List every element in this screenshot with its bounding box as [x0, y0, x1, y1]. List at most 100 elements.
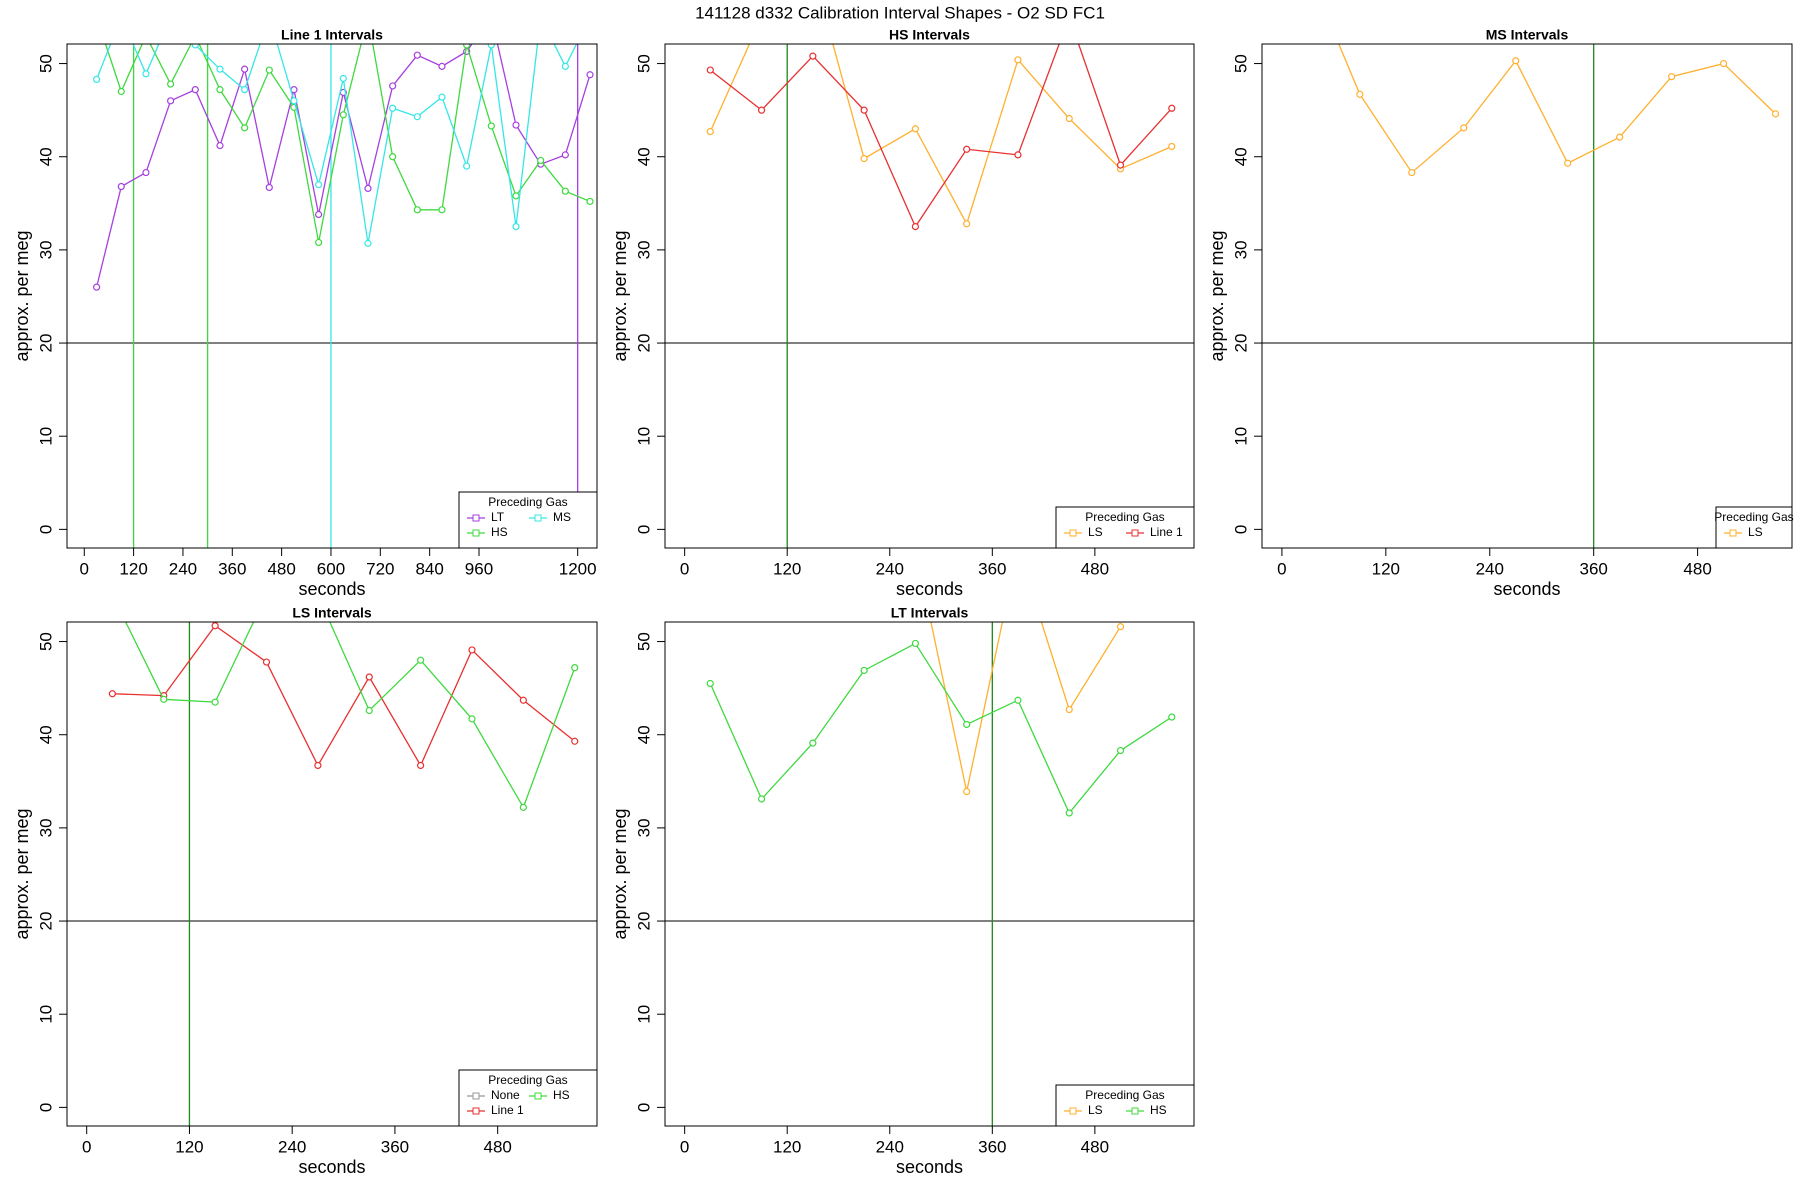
- x-axis-label: seconds: [1493, 579, 1560, 599]
- x-axis-label: seconds: [896, 1157, 963, 1177]
- x-tick-label: 1200: [559, 559, 597, 578]
- point: [262, 658, 271, 666]
- x-tick-label: 120: [773, 1137, 801, 1156]
- point: [142, 168, 150, 177]
- series-line: [930, 622, 1122, 792]
- point: [160, 695, 168, 703]
- plot-box: [66, 43, 598, 549]
- point: [290, 97, 298, 105]
- point: [413, 113, 421, 121]
- legend-label: HS: [1150, 1103, 1167, 1117]
- point: [1512, 57, 1520, 65]
- y-tick-label: 10: [1231, 427, 1250, 446]
- point: [93, 283, 101, 291]
- legend-box: [458, 491, 598, 549]
- point: [438, 62, 446, 70]
- point: [389, 82, 397, 90]
- x-tick-label: 240: [876, 1137, 904, 1156]
- series-line: [709, 44, 1173, 228]
- plot-area: [67, 622, 597, 1126]
- point: [571, 737, 579, 745]
- point: [860, 666, 868, 675]
- point: [365, 673, 373, 681]
- x-axis-label: seconds: [298, 1157, 365, 1177]
- point: [117, 87, 125, 96]
- series-line: [709, 642, 1173, 815]
- point: [963, 720, 971, 729]
- x-tick-label: 480: [483, 1137, 511, 1156]
- legend-marker: [472, 1092, 480, 1100]
- legend-label: LS: [1748, 525, 1763, 539]
- point: [706, 66, 714, 74]
- y-tick-label: 20: [634, 334, 653, 353]
- point: [364, 184, 372, 192]
- point: [487, 122, 495, 130]
- y-tick-label: 0: [634, 525, 653, 534]
- legend-title: Preceding Gas: [1085, 1088, 1164, 1102]
- x-tick-label: 360: [381, 1137, 409, 1156]
- y-tick-label: 10: [36, 1005, 55, 1024]
- point: [561, 151, 569, 159]
- point: [364, 239, 372, 247]
- point: [1168, 713, 1176, 721]
- point: [963, 787, 971, 796]
- point: [438, 93, 446, 101]
- y-tick-label: 0: [1231, 525, 1250, 534]
- point: [911, 125, 919, 133]
- point: [519, 803, 527, 811]
- y-tick-label: 50: [36, 54, 55, 73]
- x-tick-label: 240: [1476, 559, 1504, 578]
- y-tick-label: 0: [36, 1103, 55, 1112]
- legend-box: [1715, 506, 1793, 549]
- point: [389, 153, 397, 161]
- point: [216, 65, 224, 73]
- point: [512, 192, 520, 200]
- legend-label: MS: [553, 510, 571, 524]
- point: [809, 739, 817, 747]
- plot-area: [1262, 44, 1792, 548]
- point: [1065, 705, 1073, 714]
- x-axis-label: seconds: [896, 579, 963, 599]
- x-tick-label: 240: [278, 1137, 306, 1156]
- y-tick-label: 40: [36, 725, 55, 744]
- point: [561, 62, 569, 70]
- point: [211, 622, 219, 630]
- y-tick-label: 20: [36, 912, 55, 931]
- point: [1014, 151, 1022, 159]
- panel: MS Intervals 0 120 240 360 480 0 10 20 30 40 50 seco…: [1207, 27, 1794, 599]
- point: [468, 646, 476, 654]
- legend-box: [458, 1069, 598, 1127]
- point: [1116, 623, 1125, 631]
- y-axis-label: approx. per meg: [610, 230, 630, 361]
- point: [911, 222, 919, 231]
- legend-marker: [472, 514, 480, 522]
- x-tick-label: 0: [1277, 559, 1286, 578]
- legend-label: Line 1: [491, 1103, 524, 1117]
- panel-title: Line 1 Intervals: [281, 27, 383, 43]
- y-tick-label: 10: [634, 427, 653, 446]
- point: [216, 86, 224, 94]
- legend-label: LT: [491, 510, 505, 524]
- legend-marker: [1069, 529, 1077, 537]
- point: [211, 698, 219, 706]
- legend-marker: [1069, 1107, 1077, 1115]
- point: [339, 111, 347, 119]
- x-tick-label: 0: [680, 1137, 689, 1156]
- point: [512, 121, 520, 129]
- y-tick-label: 20: [634, 912, 653, 931]
- point: [108, 690, 116, 698]
- y-tick-label: 10: [36, 427, 55, 446]
- y-tick-label: 30: [36, 818, 55, 837]
- y-axis-label: approx. per meg: [610, 808, 630, 939]
- point: [860, 154, 868, 163]
- panel: HS Intervals 0 120 240 360 480 0 10 20 30 40 50 seco…: [610, 27, 1195, 599]
- point: [1719, 59, 1728, 68]
- legend-label: None: [491, 1088, 520, 1102]
- point: [241, 65, 249, 73]
- legend-label: LS: [1088, 1103, 1103, 1117]
- point: [463, 162, 471, 170]
